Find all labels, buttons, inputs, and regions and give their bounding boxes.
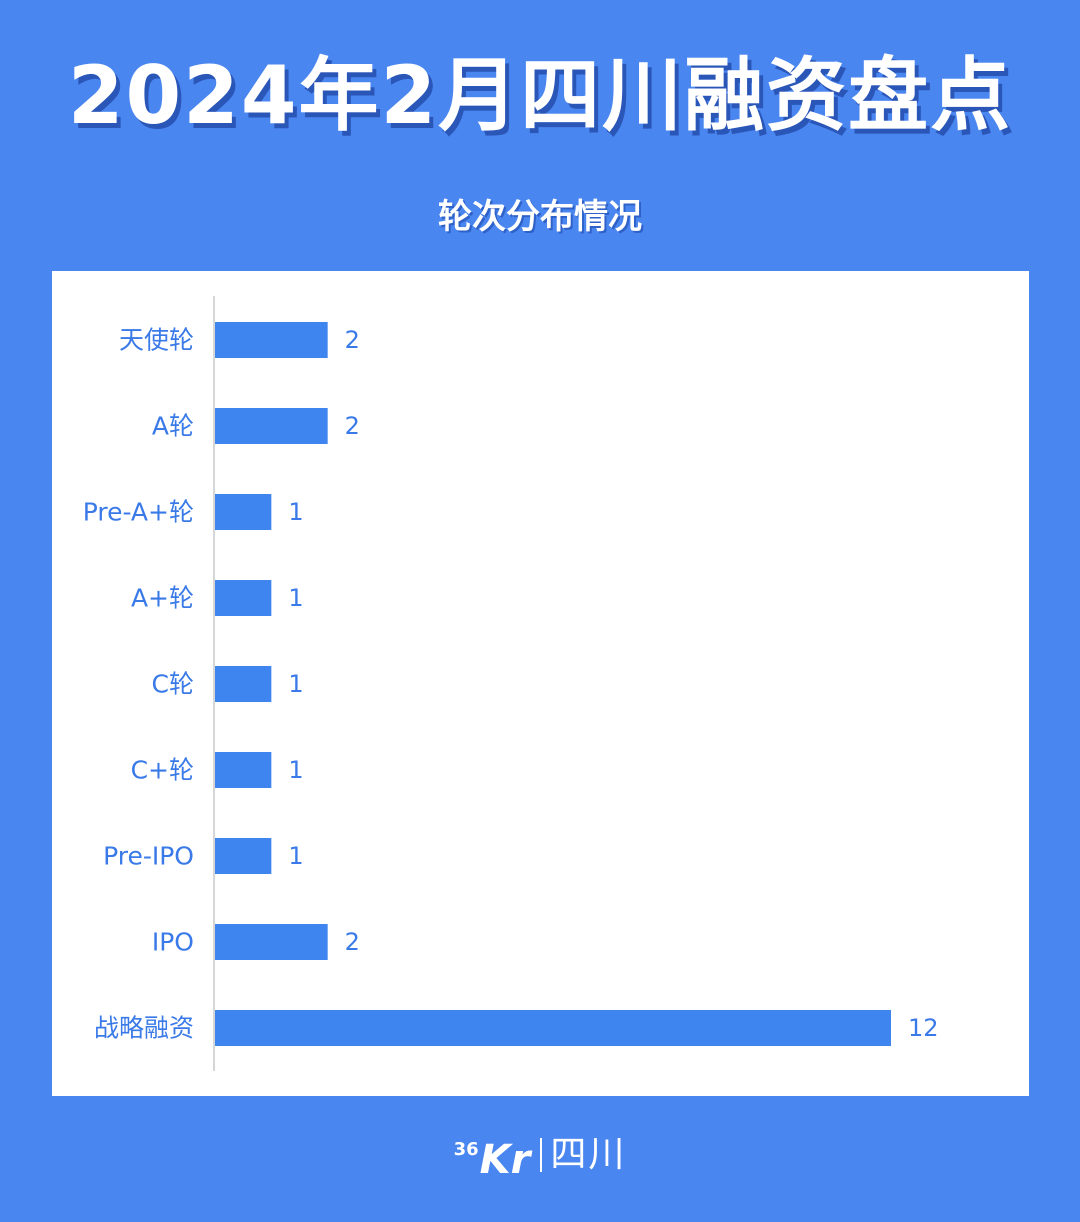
category-label: 天使轮 bbox=[119, 326, 194, 355]
data-label: 2 bbox=[345, 412, 360, 440]
brand-logo: 36Kr bbox=[454, 1125, 531, 1185]
chart-subtitle: 轮次分布情况 bbox=[438, 197, 642, 237]
logo-divider bbox=[540, 1138, 543, 1172]
bar bbox=[215, 408, 328, 444]
data-label: 1 bbox=[288, 756, 303, 784]
bar bbox=[215, 1010, 891, 1046]
data-label: 1 bbox=[288, 498, 303, 526]
category-label: A+轮 bbox=[131, 584, 194, 613]
page-title: 2024年2月四川融资盘点 bbox=[67, 49, 1013, 142]
data-label: 2 bbox=[345, 928, 360, 956]
chart-panel: 天使轮 2 A轮 2 Pre-A+轮 1 A+轮 1 C轮 1 C+轮 1 Pre-IPO 1 IPO 2 战略… bbox=[52, 271, 1029, 1096]
bar bbox=[215, 666, 272, 702]
logo-superscript: 36 bbox=[453, 1139, 479, 1160]
logo-region: 四川 bbox=[550, 1134, 627, 1175]
data-label: 1 bbox=[288, 842, 303, 870]
bar bbox=[215, 752, 272, 788]
data-label: 2 bbox=[345, 326, 360, 354]
footer-logo: 36Kr 四川 bbox=[0, 1130, 1080, 1183]
bar bbox=[215, 580, 272, 616]
data-label: 1 bbox=[288, 584, 303, 612]
bar bbox=[215, 838, 272, 874]
data-label: 12 bbox=[908, 1014, 939, 1042]
category-label: Pre-IPO bbox=[103, 842, 194, 871]
bar bbox=[215, 494, 272, 530]
data-label: 1 bbox=[288, 670, 303, 698]
category-label: A轮 bbox=[152, 412, 194, 441]
bar-chart: 天使轮 2 A轮 2 Pre-A+轮 1 A+轮 1 C轮 1 C+轮 1 Pre-IPO 1 IPO 2 战略… bbox=[83, 296, 939, 1071]
logo-letters: Kr bbox=[479, 1137, 531, 1183]
category-label: 战略融资 bbox=[94, 1014, 194, 1043]
category-label: IPO bbox=[152, 928, 194, 957]
bar bbox=[215, 322, 328, 358]
category-label: C+轮 bbox=[131, 756, 194, 785]
bar bbox=[215, 924, 328, 960]
category-label: C轮 bbox=[152, 670, 194, 699]
category-label: Pre-A+轮 bbox=[83, 498, 194, 527]
